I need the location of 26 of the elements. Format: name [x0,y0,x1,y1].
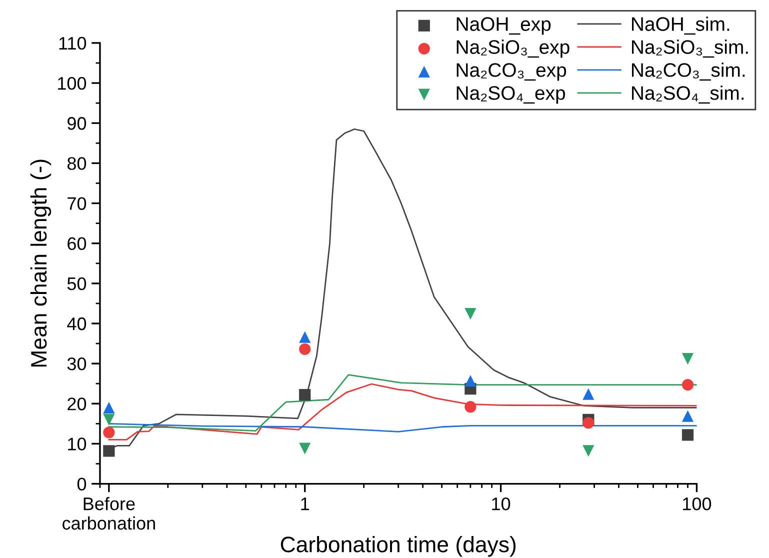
legend-label: Na₂CO₃_sim. [632,62,745,81]
y-tick-label: 40 [67,317,86,330]
x-tick-label: 100 [683,497,712,510]
x-tick-label: Before carbonation [62,497,155,530]
y-tick-label: 70 [68,197,86,210]
y-tick-label: 30 [67,357,86,370]
legend-label: Na₂SiO₃_exp [456,40,570,58]
legend-label: NaOH_sim. [632,16,730,35]
y-tick-label: 0 [77,478,86,491]
y-tick-label: 50 [67,277,86,290]
legend-label: Na₂CO₃_exp [456,63,566,81]
legend-label: NaOH_exp [456,17,551,35]
x-axis-title: Carbonation time (days) [280,536,516,557]
y-tick-label: 60 [68,237,86,250]
y-tick-label: 100 [58,76,86,90]
y-tick-label: 20 [68,398,86,410]
legend-label: Na₂SO₄_sim. [632,86,744,104]
y-tick-label: 110 [59,36,86,50]
legend-label: Na₂SO₄_exp [456,86,566,104]
x-tick-label: 10 [492,497,510,510]
legend-label: Na₂SiO₃_sim. [632,40,748,58]
y-tick-label: 80 [67,157,86,170]
y-tick-label: 90 [68,117,86,130]
y-tick-label: 10 [68,438,86,450]
x-tick-label: 1 [301,498,309,510]
y-axis-title: Mean chain length (-) [30,160,52,367]
